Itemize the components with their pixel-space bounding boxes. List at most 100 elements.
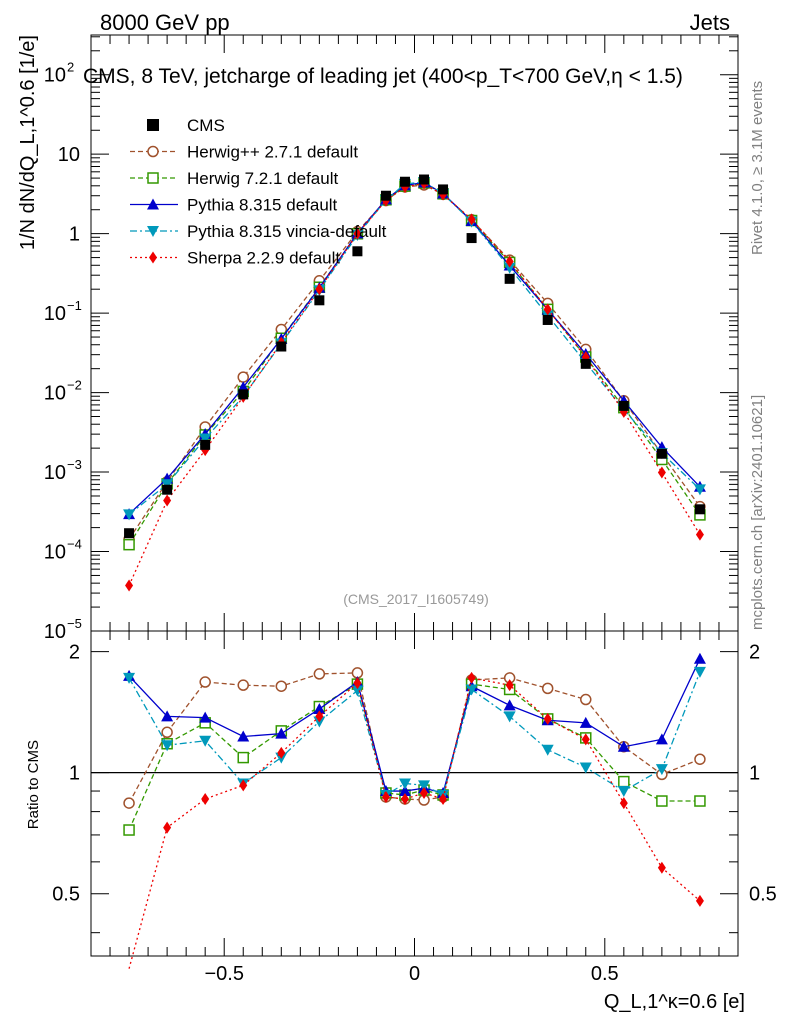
y-tick-label: 1 — [69, 224, 80, 246]
data-point — [124, 528, 135, 539]
series-line — [128, 184, 701, 540]
data-point — [504, 273, 515, 284]
data-point — [418, 780, 431, 792]
data-point — [123, 824, 135, 836]
ratio-series-herwig-7-2-1-default — [123, 678, 706, 836]
data-point — [543, 303, 552, 316]
ratio-panel-frame — [90, 630, 739, 957]
data-point — [275, 680, 288, 692]
data-point — [694, 504, 705, 515]
legend-label: CMS — [187, 116, 225, 135]
data-point — [693, 666, 706, 678]
data-point — [542, 314, 553, 325]
ratio-tick-label: 1 — [749, 763, 760, 785]
data-point — [466, 233, 477, 244]
y-tick-exponent: −4 — [67, 537, 82, 552]
ratio-tick-label: 0.5 — [749, 884, 777, 906]
data-point — [503, 711, 516, 723]
data-point — [161, 740, 174, 752]
data-point — [199, 711, 212, 723]
series-cms-data — [124, 174, 705, 539]
ratio-axis-title: Ratio to CMS — [25, 740, 42, 829]
data-point — [147, 119, 159, 131]
data-point — [694, 753, 706, 765]
data-point — [237, 679, 249, 691]
chart-title: CMS, 8 TeV, jetcharge of leading jet (40… — [83, 65, 683, 88]
y-tick-label: 10 — [44, 65, 66, 87]
data-point — [618, 775, 630, 788]
y-tick-label: 10 — [44, 462, 66, 484]
y-tick-exponent: −3 — [67, 457, 82, 472]
data-point — [163, 494, 172, 507]
y-tick-label: 10 — [44, 303, 66, 325]
ratio-line — [128, 658, 701, 794]
data-point — [657, 861, 666, 874]
data-point — [465, 684, 478, 696]
data-point — [351, 685, 364, 697]
data-point — [147, 145, 159, 158]
data-point — [693, 652, 706, 664]
data-point — [467, 213, 476, 226]
series-line — [128, 182, 701, 586]
data-point — [353, 677, 362, 690]
ratio-series-sherpa-2-2-9-default — [128, 671, 704, 969]
legend-label: Herwig 7.2.1 default — [187, 169, 338, 188]
data-point — [237, 371, 249, 383]
data-point — [239, 779, 248, 792]
legend-entry: Sherpa 2.2.9 default — [130, 249, 340, 268]
series-line — [128, 181, 701, 515]
data-point — [353, 227, 362, 240]
data-point — [123, 509, 136, 521]
data-point — [543, 712, 552, 725]
y-tick-exponent: −2 — [67, 378, 82, 393]
main-panel: (CMS_2017_I1605749) 10 210110−110−210−310… — [17, 34, 739, 643]
data-point — [400, 792, 409, 805]
data-point — [276, 341, 287, 352]
data-point — [656, 448, 667, 459]
data-point — [694, 795, 706, 807]
data-point — [657, 466, 666, 479]
data-point — [380, 190, 391, 201]
ratio-line — [128, 672, 701, 804]
data-point — [147, 172, 159, 184]
legend: CMS Herwig++ 2.7.1 default Herwig 7.2.1 de… — [130, 116, 387, 268]
data-point — [315, 283, 324, 296]
process-label: Jets — [690, 10, 730, 35]
data-point — [655, 733, 668, 745]
data-point — [503, 262, 516, 274]
mcplots-label: mcplots.cern.ch [arXiv:2401.10621] — [749, 395, 766, 630]
data-point — [352, 246, 363, 257]
data-point — [199, 433, 212, 445]
data-point — [315, 710, 324, 723]
data-point — [313, 668, 326, 680]
data-point — [656, 795, 668, 807]
data-point — [161, 726, 173, 739]
data-point — [237, 730, 250, 742]
data-point — [695, 528, 704, 541]
data-point — [617, 740, 630, 752]
x-axis-title: Q_L,1^κ=0.6 [e] — [604, 991, 745, 1013]
y-tick-exponent: −1 — [67, 298, 82, 313]
data-point — [277, 746, 286, 759]
legend-label: Pythia 8.315 default — [187, 196, 338, 215]
ratio-line — [128, 683, 700, 831]
data-point — [420, 786, 429, 799]
y-tick-exponent: 2 — [67, 60, 74, 75]
data-point — [541, 744, 554, 756]
series-line — [128, 181, 701, 515]
legend-label: Pythia 8.315 vincia-default — [187, 222, 387, 241]
data-point — [655, 764, 668, 776]
data-point — [467, 671, 476, 684]
data-point — [505, 679, 514, 692]
ratio-series-herwig-2-7-1-default — [123, 667, 706, 809]
data-point — [619, 797, 628, 810]
data-point — [163, 821, 172, 834]
data-point — [125, 579, 134, 592]
data-point — [579, 762, 592, 774]
data-point — [314, 295, 325, 306]
ratio-tick-label: 2 — [749, 642, 760, 664]
legend-label: Sherpa 2.2.9 default — [187, 249, 340, 268]
y-tick-label: 10 — [44, 383, 66, 405]
data-point — [123, 672, 136, 684]
